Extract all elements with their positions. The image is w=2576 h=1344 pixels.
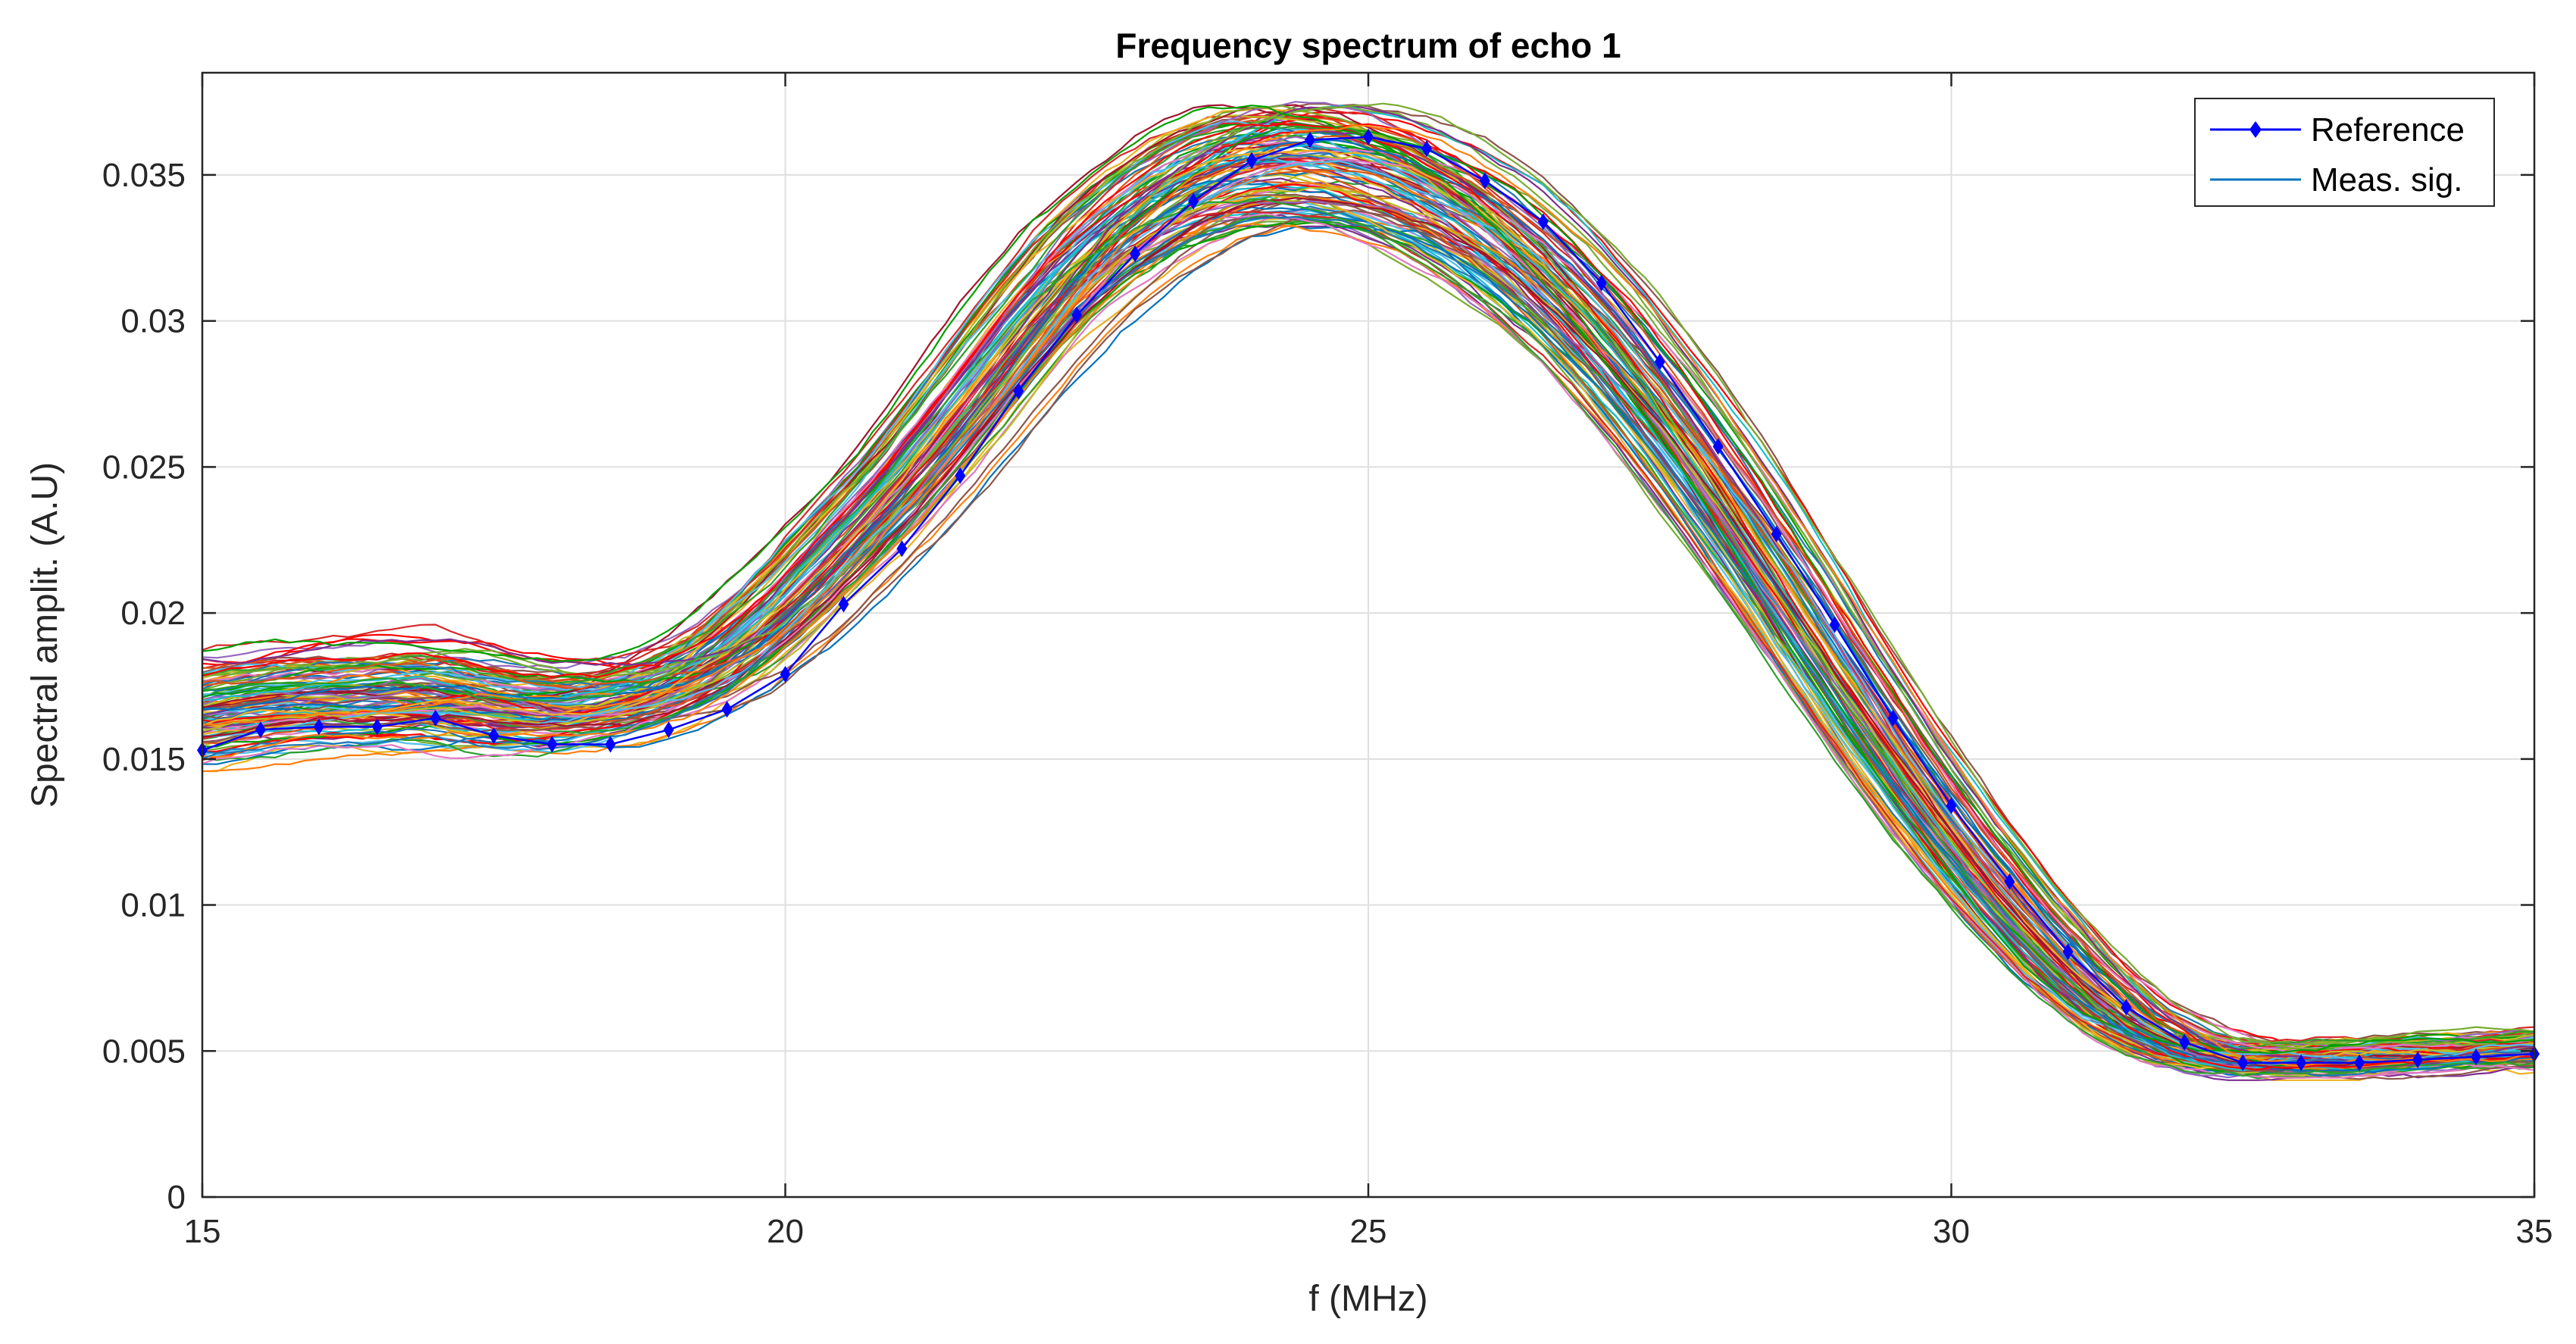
legend-meas-label: Meas. sig. bbox=[2311, 161, 2463, 198]
reference-marker bbox=[1363, 128, 1374, 145]
meas-signal-line bbox=[202, 198, 2535, 1077]
x-axis-label: f (MHz) bbox=[1308, 1279, 1427, 1319]
x-tick-label: 25 bbox=[1350, 1213, 1387, 1250]
y-tick-label: 0.005 bbox=[102, 1033, 186, 1070]
reference-marker bbox=[2237, 1054, 2249, 1071]
legend: Reference Meas. sig. bbox=[2194, 98, 2495, 207]
legend-reference-marker bbox=[2249, 121, 2262, 138]
reference-marker bbox=[2296, 1054, 2307, 1071]
reference-marker bbox=[2179, 1033, 2190, 1051]
meas-signal-line bbox=[202, 155, 2535, 1077]
reference-marker bbox=[1537, 213, 1549, 230]
reference-marker bbox=[1013, 383, 1024, 400]
reference-marker bbox=[663, 721, 674, 739]
x-tick-label: 20 bbox=[767, 1213, 804, 1250]
reference-marker bbox=[488, 727, 499, 744]
reference-marker bbox=[1771, 526, 1782, 543]
reference-marker bbox=[1071, 306, 1083, 323]
y-tick-label: 0 bbox=[167, 1179, 186, 1216]
meas-signal-line bbox=[202, 123, 2535, 1058]
y-tick-label: 0.035 bbox=[102, 157, 186, 194]
reference-marker bbox=[255, 721, 266, 739]
reference-marker bbox=[371, 718, 383, 736]
reference-series bbox=[197, 128, 2540, 1071]
reference-marker bbox=[1479, 172, 1490, 189]
reference-marker bbox=[1946, 797, 1957, 814]
y-axis-label: Spectral amplit. (A.U) bbox=[25, 462, 65, 808]
reference-marker bbox=[1130, 245, 1141, 262]
meas-signal-line bbox=[202, 149, 2535, 1065]
reference-marker bbox=[1712, 438, 1724, 455]
x-tick-label: 30 bbox=[1933, 1213, 1970, 1250]
meas-signal-line bbox=[202, 193, 2535, 1074]
reference-marker bbox=[1596, 274, 1607, 292]
meas-signal-line bbox=[202, 105, 2534, 1062]
measured-signals bbox=[202, 101, 2535, 1081]
reference-marker bbox=[1421, 140, 1432, 158]
reference-marker bbox=[605, 736, 616, 753]
y-tick-label: 0.025 bbox=[102, 449, 186, 486]
x-tick-labels: 15 20 25 30 35 bbox=[184, 1213, 2553, 1250]
meas-signal-line bbox=[202, 211, 2535, 1063]
axis-ticks bbox=[201, 73, 2536, 1199]
reference-marker bbox=[721, 701, 733, 718]
reference-marker bbox=[1305, 131, 1316, 148]
reference-marker bbox=[1654, 353, 1665, 370]
legend-reference-label: Reference bbox=[2311, 111, 2465, 148]
reference-marker bbox=[2412, 1051, 2424, 1068]
y-tick-label: 0.01 bbox=[120, 887, 186, 924]
meas-signal-line bbox=[202, 197, 2535, 1070]
reference-marker bbox=[896, 540, 908, 558]
meas-signal-line bbox=[202, 161, 2535, 1067]
legend-box bbox=[2194, 98, 2495, 207]
reference-marker bbox=[1829, 616, 1840, 633]
reference-marker bbox=[1246, 152, 1258, 169]
reference-marker bbox=[313, 718, 324, 736]
y-tick-label: 0.02 bbox=[120, 595, 186, 632]
reference-marker bbox=[430, 709, 441, 727]
reference-marker bbox=[1887, 709, 1899, 727]
reference-marker bbox=[2354, 1054, 2365, 1071]
y-tick-labels: 0 0.005 0.01 0.015 0.02 0.025 0.03 0.035 bbox=[102, 157, 186, 1216]
chart-title: Frequency spectrum of echo 1 bbox=[1115, 26, 1621, 65]
x-tick-label: 15 bbox=[184, 1213, 221, 1250]
reference-marker bbox=[2121, 999, 2132, 1016]
reference-marker bbox=[780, 666, 791, 683]
reference-marker bbox=[838, 595, 849, 613]
meas-signal-line bbox=[202, 160, 2535, 1063]
reference-marker bbox=[546, 736, 558, 753]
y-tick-label: 0.03 bbox=[120, 303, 186, 340]
reference-marker bbox=[2471, 1048, 2482, 1065]
reference-marker bbox=[2004, 873, 2015, 890]
reference-marker bbox=[955, 467, 966, 484]
y-tick-label: 0.015 bbox=[102, 741, 186, 778]
meas-signal-line bbox=[202, 144, 2535, 1072]
x-tick-label: 35 bbox=[2516, 1213, 2553, 1250]
reference-marker bbox=[2062, 943, 2074, 961]
reference-marker bbox=[1188, 192, 1199, 210]
meas-signal-line bbox=[202, 212, 2535, 1079]
meas-signal-line bbox=[202, 124, 2535, 1067]
meas-signal-line bbox=[202, 216, 2535, 1066]
